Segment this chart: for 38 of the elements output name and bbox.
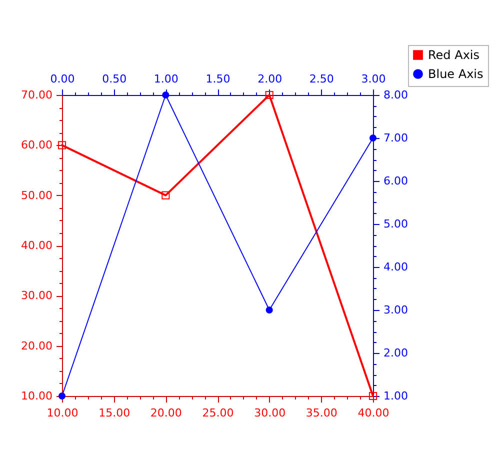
y-tick-label: 20.00 <box>21 339 52 352</box>
y2-tick-label: 1.00 <box>384 390 408 402</box>
point <box>369 134 377 142</box>
legend-label: Red Axis <box>428 48 480 62</box>
point <box>265 90 274 100</box>
x-tick-label: 30.00 <box>254 406 286 420</box>
y-tick-label: 50.00 <box>21 188 52 202</box>
legend-label: Blue Axis <box>428 67 484 81</box>
y2-tick-label: 5.00 <box>384 218 408 230</box>
y2-tick-label: 4.00 <box>384 260 408 274</box>
y2-tick-label: 3.00 <box>384 304 408 316</box>
point <box>368 392 378 400</box>
x-tick-label: 25.00 <box>202 406 234 420</box>
y-tick-label: 70.00 <box>21 88 52 102</box>
y2-tick-label: 7.00 <box>384 132 408 144</box>
x2-tick-label: 2.00 <box>258 72 282 86</box>
point <box>162 191 170 200</box>
x-tick-label: 10.00 <box>46 406 78 420</box>
y-tick-label: 10.00 <box>21 390 52 402</box>
point <box>58 141 66 150</box>
y2-tick-label: 6.00 <box>384 174 408 188</box>
x2-tick-label: 0.50 <box>102 72 127 86</box>
y-tick-label: 60.00 <box>21 138 52 152</box>
x2-tick-label: 3.00 <box>361 72 386 86</box>
x2-tick-label: 2.50 <box>309 72 334 86</box>
x-tick-label: 15.00 <box>98 406 130 420</box>
y-tick-label: 30.00 <box>21 289 52 302</box>
x2-tick-label: 1.00 <box>154 72 178 86</box>
y2-tick-label: 8.00 <box>384 88 408 102</box>
y-tick-label: 40.00 <box>21 239 52 252</box>
point <box>162 91 170 99</box>
x-tick-label: 40.00 <box>358 406 390 420</box>
x-tick-label: 35.00 <box>306 406 338 420</box>
x2-tick-label: 1.50 <box>206 72 230 86</box>
x2-tick-label: 0.00 <box>50 72 75 86</box>
x-tick-label: 20.00 <box>150 406 182 420</box>
y2-tick-label: 2.00 <box>384 346 408 360</box>
point <box>266 306 273 314</box>
